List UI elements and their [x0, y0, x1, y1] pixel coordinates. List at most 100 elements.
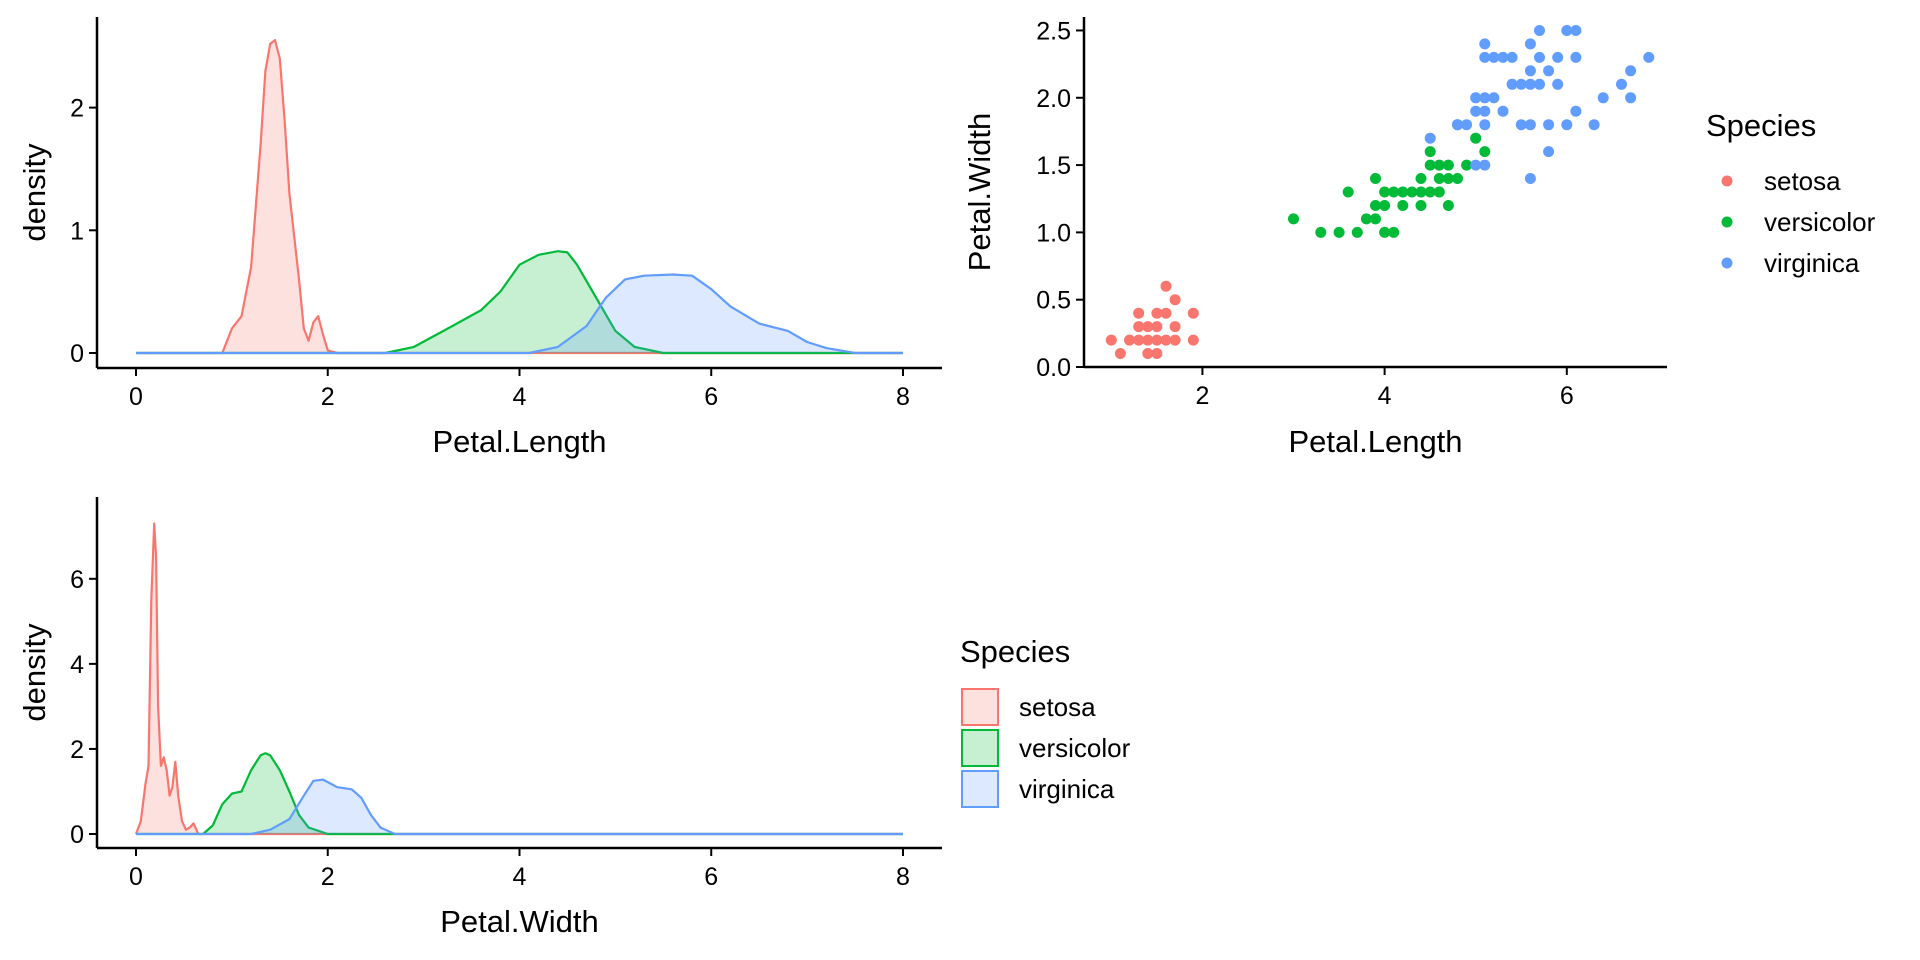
scatter-point-versicolor [1433, 173, 1445, 184]
scatter-point-versicolor [1342, 186, 1354, 198]
scatter-point-setosa [1142, 348, 1154, 359]
scatter-point-virginica [1524, 38, 1536, 50]
scatter-point-virginica [1424, 132, 1436, 144]
y-tick-label: 4 [70, 651, 84, 679]
density-line-virginica [136, 778, 903, 836]
scatter-point-versicolor [1315, 226, 1327, 238]
scatter-point-setosa [1169, 321, 1181, 333]
scatter-point-versicolor [1397, 200, 1409, 211]
scatter-point-virginica [1479, 159, 1491, 171]
scatter-point-setosa [1142, 334, 1154, 346]
y-tick-label: 1.0 [1036, 219, 1071, 247]
scatter-point-virginica [1452, 119, 1463, 131]
x-tick-label: 8 [896, 863, 910, 891]
x-tick-label: 6 [704, 863, 718, 891]
scatter-point-setosa [1187, 334, 1199, 346]
scatter-point-setosa [1151, 334, 1163, 346]
x-tick-label: 2 [1195, 382, 1209, 410]
scatter-point-versicolor [1379, 186, 1391, 198]
x-tick-label: 6 [1560, 382, 1574, 410]
x-tick-label: 4 [513, 383, 527, 411]
x-tick-label: 8 [896, 383, 910, 411]
legend-points: Species setosa versicolor virginica [1706, 108, 1876, 278]
scatter-point-virginica [1643, 51, 1655, 63]
density-line-virginica [136, 273, 903, 355]
y-tick-label: 0.5 [1036, 287, 1071, 315]
x-tick-label: 0 [129, 383, 143, 411]
scatter-point-setosa [1160, 307, 1172, 319]
scatter-point-setosa [1124, 334, 1135, 346]
scatter-point-versicolor [1379, 226, 1391, 238]
density-area-virginica [136, 779, 903, 834]
scatter-point-virginica [1506, 51, 1518, 63]
legend-label-virginica: virginica [1019, 774, 1115, 804]
scatter-point-setosa [1133, 307, 1145, 319]
scatter-point-setosa [1142, 321, 1154, 333]
y-tick-label: 1.5 [1036, 152, 1071, 180]
scatter-point-setosa [1133, 334, 1145, 346]
scatter-point-versicolor [1415, 186, 1427, 198]
x-tick-label: 2 [321, 383, 335, 411]
scatter-point-virginica [1534, 78, 1545, 90]
scatter-point-virginica [1515, 119, 1527, 131]
scatter-point-setosa [1160, 334, 1172, 346]
scatter-point-setosa [1105, 334, 1117, 346]
legend-key-virginica [1721, 257, 1733, 269]
scatter-point-virginica [1461, 119, 1473, 131]
scatter-point-virginica [1488, 51, 1500, 63]
legend-areas: Species setosa versicolor virginica [960, 634, 1131, 808]
scatter-point-setosa [1160, 280, 1172, 292]
y-axis-title: density [17, 623, 52, 722]
scatter-point-virginica [1470, 92, 1482, 104]
scatter-point-virginica [1488, 92, 1500, 104]
scatter-point-setosa [1169, 334, 1181, 346]
y-tick-label: 2 [70, 736, 84, 764]
scatter-point-versicolor [1370, 213, 1381, 225]
scatter-point-virginica [1543, 65, 1555, 77]
legend-title: Species [960, 634, 1070, 669]
scatter-point-versicolor [1461, 159, 1473, 171]
y-axis-title: density [17, 143, 52, 242]
scatter-point-setosa [1133, 321, 1145, 333]
y-tick-label: 6 [70, 566, 84, 594]
scatter-point-virginica [1552, 78, 1564, 90]
scatter-point-virginica [1479, 51, 1491, 63]
density-area-versicolor [136, 251, 903, 353]
y-tick-label: 2 [70, 95, 84, 123]
scatter-point-versicolor [1360, 213, 1372, 225]
scatter-point-versicolor [1415, 200, 1427, 211]
legend-label-versicolor: versicolor [1764, 207, 1876, 237]
scatter-point-virginica [1497, 105, 1509, 117]
density-area-virginica [136, 274, 903, 353]
density-line-setosa [136, 38, 903, 355]
legend-key-setosa [1721, 175, 1733, 187]
legend-key-versicolor [961, 729, 999, 767]
scatter-point-versicolor [1379, 200, 1391, 211]
scatter-point-virginica [1625, 65, 1637, 77]
petal-length-density-panel: 0 2 4 6 8 0 1 2 Petal.Length density [17, 17, 942, 459]
legend-key-versicolor [1721, 216, 1733, 228]
x-tick-label: 4 [513, 863, 527, 891]
scatter-point-virginica [1543, 119, 1555, 131]
scatter-point-virginica [1479, 38, 1491, 50]
density-line-versicolor [136, 752, 903, 836]
x-tick-label: 0 [129, 863, 143, 891]
petal-width-density-panel: 0 2 4 6 8 0 2 4 6 Petal.Width density [17, 497, 942, 939]
y-tick-label: 0 [70, 340, 84, 368]
y-tick-label: 2.5 [1036, 17, 1071, 45]
scatter-point-virginica [1597, 92, 1609, 104]
scatter-point-virginica [1524, 78, 1536, 90]
scatter-point-versicolor [1333, 226, 1345, 238]
scatter-point-virginica [1543, 146, 1555, 158]
scatter-point-virginica [1588, 119, 1600, 131]
x-axis-title: Petal.Width [440, 904, 599, 939]
scatter-point-virginica [1552, 51, 1564, 63]
legend-key-virginica [961, 770, 999, 808]
legend-title: Species [1706, 108, 1816, 143]
scatter-point-virginica [1570, 105, 1582, 117]
scatter-point-virginica [1534, 25, 1545, 36]
scatter-point-virginica [1470, 159, 1482, 171]
scatter-point-versicolor [1433, 186, 1445, 198]
x-tick-label: 6 [704, 383, 718, 411]
petal-scatter-panel: 2 4 6 0.0 0.5 1.0 1.5 2.0 2.5 Petal.Length Petal.W… [962, 17, 1667, 459]
